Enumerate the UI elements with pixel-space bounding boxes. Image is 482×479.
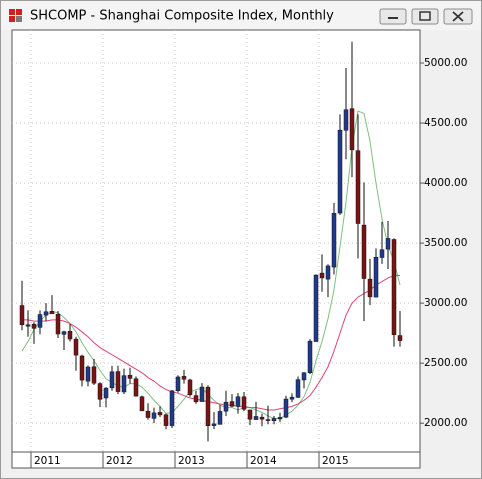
candle-body [229,401,235,407]
moving-average-line [22,275,400,411]
candle-body [145,410,151,418]
candle-body [283,398,289,418]
candle-body [319,272,325,279]
candle-body [55,314,61,335]
candle-body [235,396,241,407]
candle-body [397,335,403,341]
candle-body [253,416,259,420]
candle-body [307,340,313,374]
candle-body [337,129,343,214]
candle-body [43,311,49,316]
candle-body [223,401,229,412]
x-tick-label: 2012 [106,455,133,467]
close-button[interactable] [443,8,473,25]
candle-body [391,239,397,335]
candle-body [49,311,55,315]
candle-body [301,372,307,381]
candle-body [37,314,43,328]
candle-body [175,376,181,392]
candle-body [373,257,379,298]
candle-body [103,387,109,399]
candle-body [205,386,211,426]
candle-body [163,414,169,426]
candle-body [157,412,163,416]
candle-body [211,423,217,426]
candle-body [91,366,97,384]
candle-body [61,331,67,335]
app-icon [9,9,22,22]
y-tick-label: 5000.00 [424,57,467,69]
candle-body [361,224,367,279]
candle-body [151,412,157,419]
plot-area [11,29,421,453]
candle-body [349,108,355,151]
y-tick-label: 2000.00 [424,417,467,429]
candle-body [217,411,223,425]
candle-body [325,265,331,280]
minimize-button[interactable] [379,8,407,25]
candle-body [367,278,373,298]
candle-body [193,395,199,403]
plot [12,30,420,452]
candle-body [313,274,319,342]
y-tick-label: 3500.00 [424,237,467,249]
x-axis-strip [11,451,421,469]
candle-body [265,419,271,421]
candle-body [121,375,127,393]
candle-body [109,371,115,389]
x-tick-label: 2014 [250,455,277,467]
candle-body [25,324,31,327]
candle-body [73,338,79,356]
candle-body [187,379,193,395]
y-tick-label: 4000.00 [424,177,467,189]
candle-body [127,374,133,379]
y-tick-label: 2500.00 [424,357,467,369]
candle-body [133,378,139,397]
candle-body [139,396,145,412]
candle-body [79,355,85,381]
candle-body [343,109,349,131]
candle-body [331,213,337,268]
candle-body [289,396,295,400]
candle-body [295,379,301,398]
candle-body [241,396,247,410]
candle-body [355,150,361,224]
candle-body [97,383,103,400]
x-tick-label: 2015 [322,455,349,467]
candle-body [271,418,277,422]
y-tick-label: 4500.00 [424,117,467,129]
axes: 2000.00 2500.00 3000.00 3500.00 4000.00 4500.… [30,57,467,468]
moving-average-line [21,110,401,419]
candle-body [247,409,253,420]
candle-body [379,249,385,258]
candle-body [85,366,91,382]
y-tick-label: 3000.00 [424,297,467,309]
candle-body [181,376,187,380]
candle-body [115,371,121,392]
x-tick-label: 2011 [34,455,61,467]
candle-body [259,416,265,420]
candle-body [67,330,73,340]
candle-body [19,305,25,325]
candle-body [169,390,175,426]
window-title: SHCOMP - Shanghai Composite Index, Month… [30,9,334,24]
x-tick-label: 2013 [178,455,205,467]
candle-body [31,323,37,329]
restore-button[interactable] [411,8,439,25]
candle-body [277,417,283,420]
candle-body [199,386,205,402]
candle-body [385,238,391,250]
